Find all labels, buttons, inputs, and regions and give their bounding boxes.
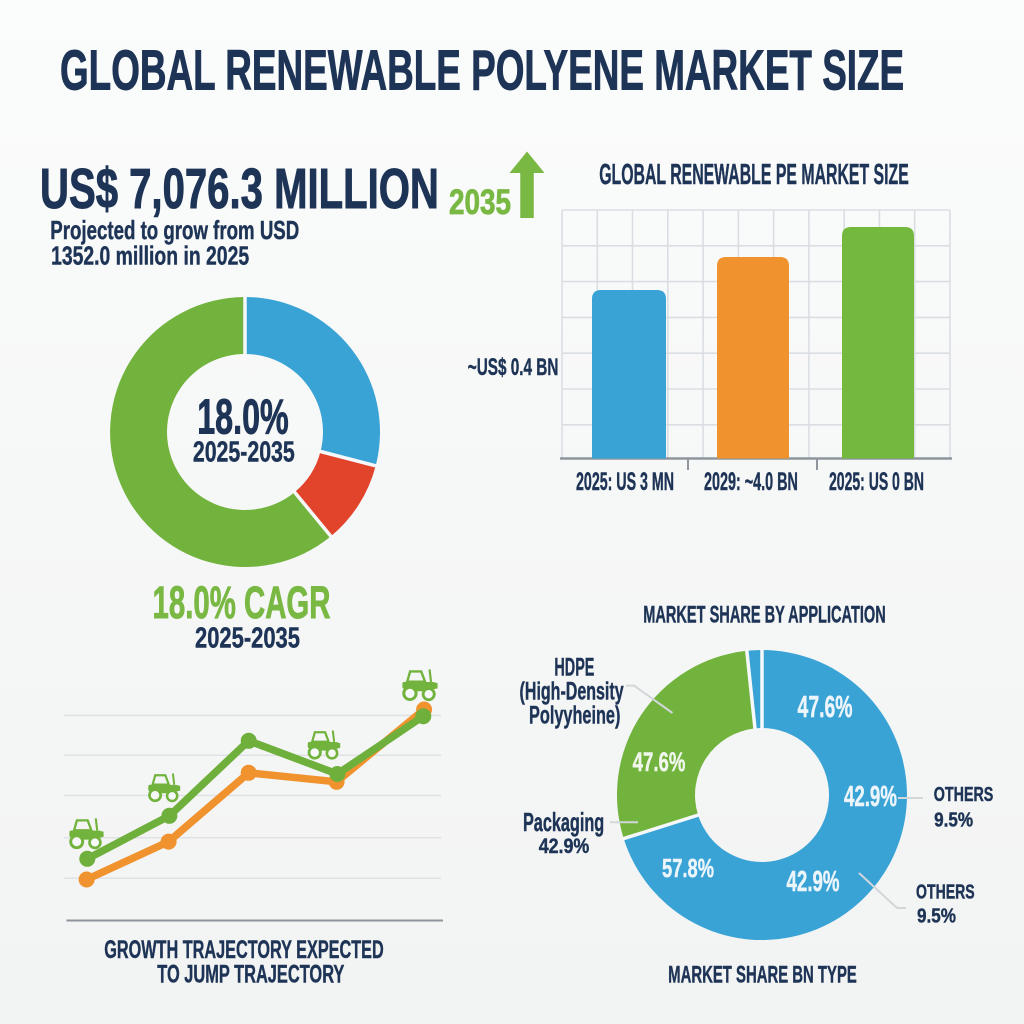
svg-text:9.5%: 9.5%: [934, 809, 973, 832]
svg-text:TO JUMP TRAJECTORY: TO JUMP TRAJECTORY: [157, 960, 344, 989]
svg-text:2025: US 0 BN: 2025: US 0 BN: [829, 469, 924, 496]
svg-text:OTHERS: OTHERS: [934, 782, 994, 805]
svg-text:Projected to grow from USD: Projected to grow from USD: [50, 215, 299, 245]
svg-text:2025-2035: 2025-2035: [195, 623, 300, 655]
svg-text:(High-Density: (High-Density: [520, 678, 624, 705]
svg-text:HDPE: HDPE: [554, 655, 594, 682]
svg-text:GROWTH TRAJECTORY EXPECTED: GROWTH TRAJECTORY EXPECTED: [104, 935, 384, 964]
svg-text:MARKET SHARE BN TYPE: MARKET SHARE BN TYPE: [668, 962, 857, 988]
svg-text:47.6%: 47.6%: [633, 746, 686, 776]
svg-text:9.5%: 9.5%: [917, 905, 956, 928]
svg-text:57.8%: 57.8%: [662, 854, 714, 883]
svg-text:2029: ~4.0 BN: 2029: ~4.0 BN: [704, 469, 798, 496]
svg-text:Polyyheine): Polyyheine): [529, 702, 620, 729]
svg-text:GLOBAL RENEWABLE POLYENE MARKE: GLOBAL RENEWABLE POLYENE MARKET SIZE: [60, 40, 904, 103]
svg-text:18.0% CAGR: 18.0% CAGR: [153, 578, 331, 629]
svg-text:2025-2035: 2025-2035: [193, 436, 295, 468]
svg-text:2025: US 3 MN: 2025: US 3 MN: [576, 469, 674, 496]
svg-text:2035: 2035: [449, 182, 511, 222]
svg-text:47.6%: 47.6%: [798, 691, 853, 724]
svg-text:GLOBAL RENEWABLE PE MARKET SIZ: GLOBAL RENEWABLE PE MARKET SIZE: [599, 158, 909, 190]
svg-text:18.0%: 18.0%: [197, 389, 288, 445]
svg-text:1352.0 million in 2025: 1352.0 million in 2025: [51, 240, 249, 270]
svg-text:US$ 7,076.3 MILLION: US$ 7,076.3 MILLION: [40, 158, 439, 220]
svg-text:42.9%: 42.9%: [787, 866, 840, 898]
svg-text:OTHERS: OTHERS: [916, 880, 975, 903]
svg-text:~US$ 0.4 BN: ~US$ 0.4 BN: [468, 355, 559, 381]
svg-text:MARKET SHARE BY APPLICATION: MARKET SHARE BY APPLICATION: [643, 602, 886, 629]
svg-text:Packaging: Packaging: [523, 808, 604, 837]
svg-text:42.9%: 42.9%: [539, 835, 590, 859]
svg-text:42.9%: 42.9%: [844, 781, 897, 813]
